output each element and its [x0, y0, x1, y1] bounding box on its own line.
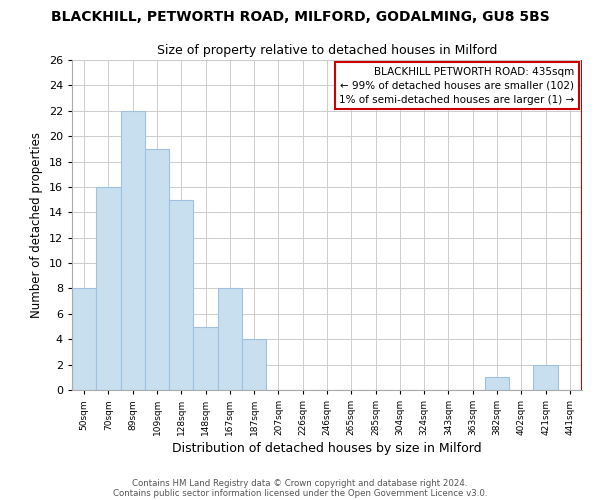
Bar	[533, 364, 558, 390]
Bar	[169, 200, 193, 390]
Bar	[485, 378, 509, 390]
Text: BLACKHILL, PETWORTH ROAD, MILFORD, GODALMING, GU8 5BS: BLACKHILL, PETWORTH ROAD, MILFORD, GODAL…	[50, 10, 550, 24]
Title: Size of property relative to detached houses in Milford: Size of property relative to detached ho…	[157, 44, 497, 58]
X-axis label: Distribution of detached houses by size in Milford: Distribution of detached houses by size …	[172, 442, 482, 456]
Y-axis label: Number of detached properties: Number of detached properties	[30, 132, 43, 318]
Bar	[242, 339, 266, 390]
Bar	[72, 288, 96, 390]
Text: Contains HM Land Registry data © Crown copyright and database right 2024.: Contains HM Land Registry data © Crown c…	[132, 478, 468, 488]
Bar	[121, 111, 145, 390]
Bar	[193, 326, 218, 390]
Text: BLACKHILL PETWORTH ROAD: 435sqm
← 99% of detached houses are smaller (102)
1% of: BLACKHILL PETWORTH ROAD: 435sqm ← 99% of…	[339, 66, 574, 104]
Bar	[145, 149, 169, 390]
Bar	[96, 187, 121, 390]
Text: Contains public sector information licensed under the Open Government Licence v3: Contains public sector information licen…	[113, 488, 487, 498]
Bar	[218, 288, 242, 390]
